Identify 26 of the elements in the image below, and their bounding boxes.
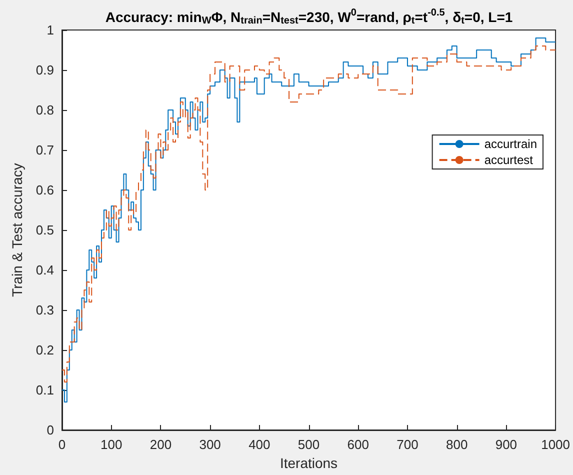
y-tick-label: 0 bbox=[46, 422, 54, 438]
x-tick-label: 700 bbox=[396, 437, 418, 452]
y-tick-label: 0.5 bbox=[36, 222, 54, 238]
x-tick-label: 0 bbox=[58, 437, 66, 452]
y-tick-label: 0.3 bbox=[36, 302, 54, 318]
y-tick-label: 0.4 bbox=[36, 262, 54, 278]
x-tick-label: 800 bbox=[446, 437, 468, 452]
y-tick-label: 0.1 bbox=[36, 382, 54, 398]
x-tick-label: 200 bbox=[150, 437, 172, 452]
x-tick-label: 1000 bbox=[541, 437, 570, 452]
legend-label: accurtest bbox=[484, 153, 534, 167]
y-axis-title: Train & Test accuracy bbox=[9, 163, 25, 297]
y-tick-label: 0.8 bbox=[36, 102, 54, 118]
legend-label: accurtrain bbox=[484, 137, 537, 151]
x-tick-label: 300 bbox=[199, 437, 221, 452]
y-tick-label: 1 bbox=[46, 22, 54, 38]
x-tick-label: 500 bbox=[298, 437, 320, 452]
y-tick-label: 0.9 bbox=[36, 62, 54, 78]
y-tick-label: 0.2 bbox=[36, 342, 54, 358]
x-tick-label: 400 bbox=[248, 437, 270, 452]
y-tick-label: 0.6 bbox=[36, 182, 54, 198]
x-axis-title: Iterations bbox=[280, 455, 338, 471]
x-tick-label: 600 bbox=[347, 437, 369, 452]
x-tick-label: 900 bbox=[495, 437, 518, 452]
y-tick-label: 0.7 bbox=[36, 142, 54, 158]
x-tick-label: 100 bbox=[100, 437, 122, 452]
